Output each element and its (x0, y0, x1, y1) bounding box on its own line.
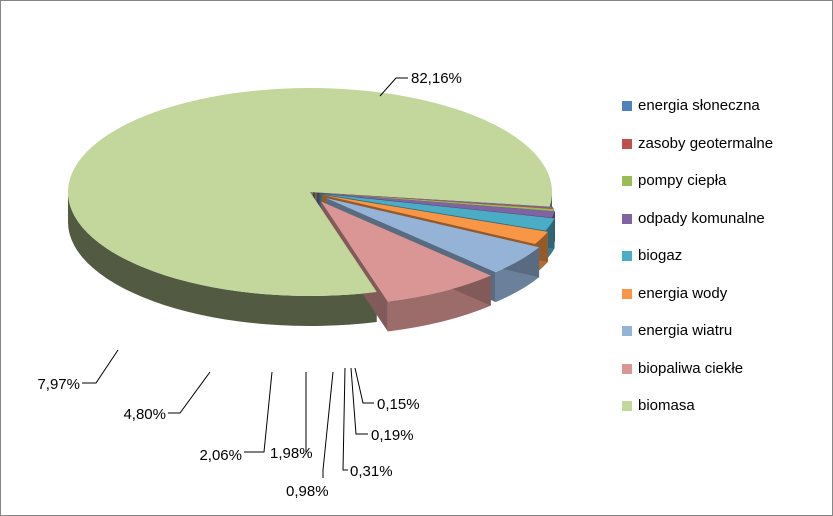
legend-swatch (622, 401, 632, 411)
legend-label: pompy ciepła (638, 172, 727, 189)
legend-swatch (622, 363, 632, 374)
pie-slice-biopaliwa-ciekłe (321, 201, 491, 302)
pie-slice-zasoby-geotermalne (313, 192, 554, 209)
data-label: 0,15% (377, 396, 420, 413)
data-label: 82,16% (411, 70, 462, 87)
pie-slice-pompy-ciepła (314, 192, 554, 212)
data-label: 2,06% (199, 447, 242, 464)
data-labels: 0,15% 0,19% 0,31% 0,98% 1,98% 2,06% 4,80% 7,97%… (37, 70, 461, 500)
leader-line (322, 371, 334, 478)
leader-line (342, 367, 348, 471)
pie-slice-energia-wody (321, 194, 548, 244)
leader-lines (82, 77, 408, 478)
pie-slice-odpady-komunalne (316, 192, 555, 218)
leader-line (82, 349, 119, 384)
legend-label: energia słoneczna (638, 97, 760, 114)
legend-swatch (622, 251, 632, 261)
leader-line (379, 77, 408, 97)
pie-slice-energia-słoneczna (312, 192, 553, 208)
leader-line (354, 367, 374, 404)
legend-swatch (622, 326, 632, 336)
legend-swatch (622, 101, 632, 111)
legend-label: energia wiatru (638, 322, 733, 339)
legend-label: biogaz (638, 247, 683, 264)
legend-label: biopaliwa ciekłe (638, 359, 744, 377)
data-label: 0,98% (286, 483, 329, 500)
data-label: 7,97% (37, 376, 80, 393)
legend-label: zasoby geotermalne (638, 134, 774, 152)
legend-swatch (622, 288, 632, 299)
pie-slice-energia-wiatru (325, 198, 540, 273)
data-label: 0,31% (350, 463, 393, 480)
legend-swatch (622, 176, 632, 186)
legend-label: biomasa (638, 397, 695, 414)
data-label: 1,98% (270, 445, 313, 462)
legend-label: odpady komunalne (638, 209, 765, 227)
pie-slices (67, 88, 555, 302)
legend-label: energia wody (638, 284, 728, 302)
leader-line (168, 371, 211, 414)
pie-slice-biomasa (67, 88, 553, 297)
legend-swatch (622, 213, 632, 224)
leader-line (244, 371, 273, 453)
leader-line (350, 367, 368, 435)
data-label: 0,19% (371, 427, 414, 444)
pie-slice-biogaz (319, 193, 555, 231)
legend-swatch (622, 138, 632, 149)
data-label: 4,80% (123, 406, 166, 423)
